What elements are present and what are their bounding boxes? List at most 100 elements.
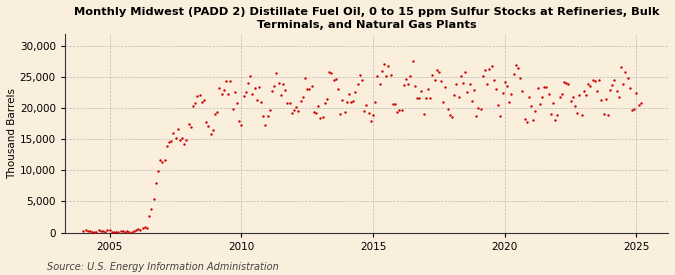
Point xyxy=(339,110,350,114)
Point xyxy=(350,89,361,94)
Point xyxy=(251,98,262,103)
Point xyxy=(234,119,244,123)
Point xyxy=(133,227,144,231)
Point xyxy=(626,108,637,112)
Point xyxy=(201,120,212,124)
Point xyxy=(321,97,332,101)
Point xyxy=(286,111,297,115)
Point xyxy=(168,131,179,135)
Point xyxy=(344,92,354,96)
Point xyxy=(265,108,275,112)
Point xyxy=(284,101,295,106)
Point xyxy=(480,68,491,72)
Point xyxy=(365,119,376,123)
Point xyxy=(282,101,293,106)
Point xyxy=(530,109,541,114)
Point xyxy=(545,112,556,116)
Point xyxy=(210,112,221,116)
Point xyxy=(383,63,394,68)
Point xyxy=(188,103,198,108)
Point xyxy=(115,229,126,233)
Point xyxy=(547,101,558,105)
Point xyxy=(295,98,306,103)
Point xyxy=(403,82,414,87)
Point xyxy=(622,76,633,81)
Point xyxy=(315,116,326,121)
Point xyxy=(421,95,431,100)
Point xyxy=(409,84,420,88)
Point xyxy=(184,122,194,127)
Point xyxy=(317,115,328,119)
Point xyxy=(223,92,234,96)
Point xyxy=(449,92,460,97)
Point xyxy=(616,65,626,69)
Point xyxy=(447,115,458,120)
Point xyxy=(291,105,302,109)
Point xyxy=(468,87,479,92)
Point xyxy=(398,83,409,87)
Point xyxy=(603,113,614,117)
Point xyxy=(493,103,504,108)
Point xyxy=(177,135,188,140)
Point xyxy=(407,58,418,63)
Point xyxy=(435,79,446,83)
Point xyxy=(98,229,109,233)
Point xyxy=(196,100,207,104)
Point xyxy=(580,93,591,97)
Point xyxy=(328,78,339,82)
Point xyxy=(500,80,510,84)
Point xyxy=(477,74,488,79)
Point xyxy=(537,95,547,99)
Point xyxy=(429,78,440,82)
Point xyxy=(102,228,113,232)
Point xyxy=(232,101,242,105)
Point xyxy=(225,79,236,83)
Point xyxy=(275,92,286,97)
Point xyxy=(100,230,111,234)
Point xyxy=(330,77,341,81)
Point xyxy=(181,138,192,142)
Point xyxy=(124,230,135,234)
Point xyxy=(247,92,258,96)
Point xyxy=(568,95,578,99)
Point xyxy=(212,109,223,114)
Point xyxy=(379,62,389,66)
Point xyxy=(431,68,442,72)
Point xyxy=(207,128,218,132)
Point xyxy=(598,112,609,116)
Point xyxy=(277,81,288,86)
Point xyxy=(107,230,117,234)
Point xyxy=(135,227,146,232)
Point xyxy=(326,71,337,75)
Point xyxy=(458,80,468,85)
Point xyxy=(572,111,583,115)
Point xyxy=(165,139,176,143)
Point xyxy=(425,96,435,100)
Point xyxy=(130,228,141,232)
Point xyxy=(576,112,587,117)
Point xyxy=(489,78,500,82)
Point xyxy=(302,87,313,91)
Point xyxy=(190,101,200,105)
Point xyxy=(552,113,563,117)
Point xyxy=(519,117,530,121)
Point xyxy=(128,229,139,234)
Point xyxy=(596,97,607,102)
Point xyxy=(394,108,405,112)
Point xyxy=(337,98,348,102)
Point xyxy=(491,87,502,91)
Point xyxy=(137,226,148,230)
Point xyxy=(93,228,104,233)
Point xyxy=(335,112,346,116)
Point xyxy=(119,229,130,234)
Point xyxy=(361,103,372,107)
Point xyxy=(269,84,279,88)
Point xyxy=(161,144,172,148)
Point xyxy=(633,102,644,107)
Point xyxy=(374,81,385,86)
Point xyxy=(293,108,304,113)
Point xyxy=(412,96,423,100)
Point xyxy=(113,229,124,234)
Point xyxy=(214,86,225,90)
Point xyxy=(631,90,642,95)
